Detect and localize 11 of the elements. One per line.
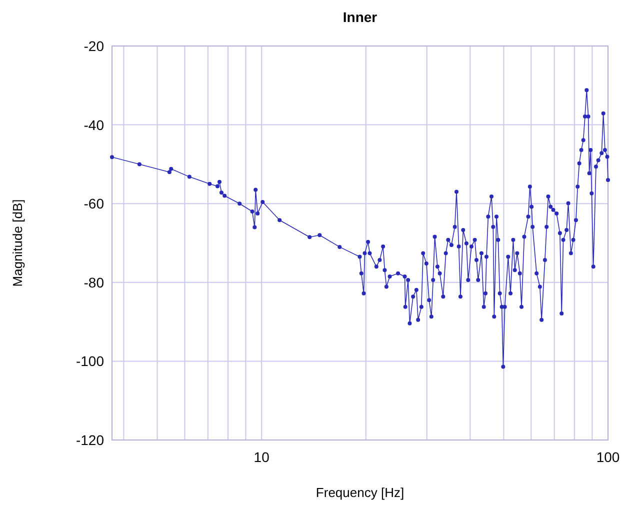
x-tick-label: 10	[254, 449, 270, 465]
y-tick-label: -100	[76, 353, 104, 370]
y-tick-label: -60	[84, 196, 104, 212]
y-tick-label: -120	[76, 432, 104, 448]
y-axis-title: Magnitude [dB]	[10, 199, 25, 287]
chart-title: Inner	[342, 9, 378, 25]
x-tick-label: 100	[596, 449, 620, 465]
x-axis-title: Frequency [Hz]	[316, 485, 404, 500]
y-tick-label: -20	[84, 38, 104, 54]
y-tick-label: -40	[84, 116, 104, 133]
y-tick-label: -80	[84, 274, 104, 290]
